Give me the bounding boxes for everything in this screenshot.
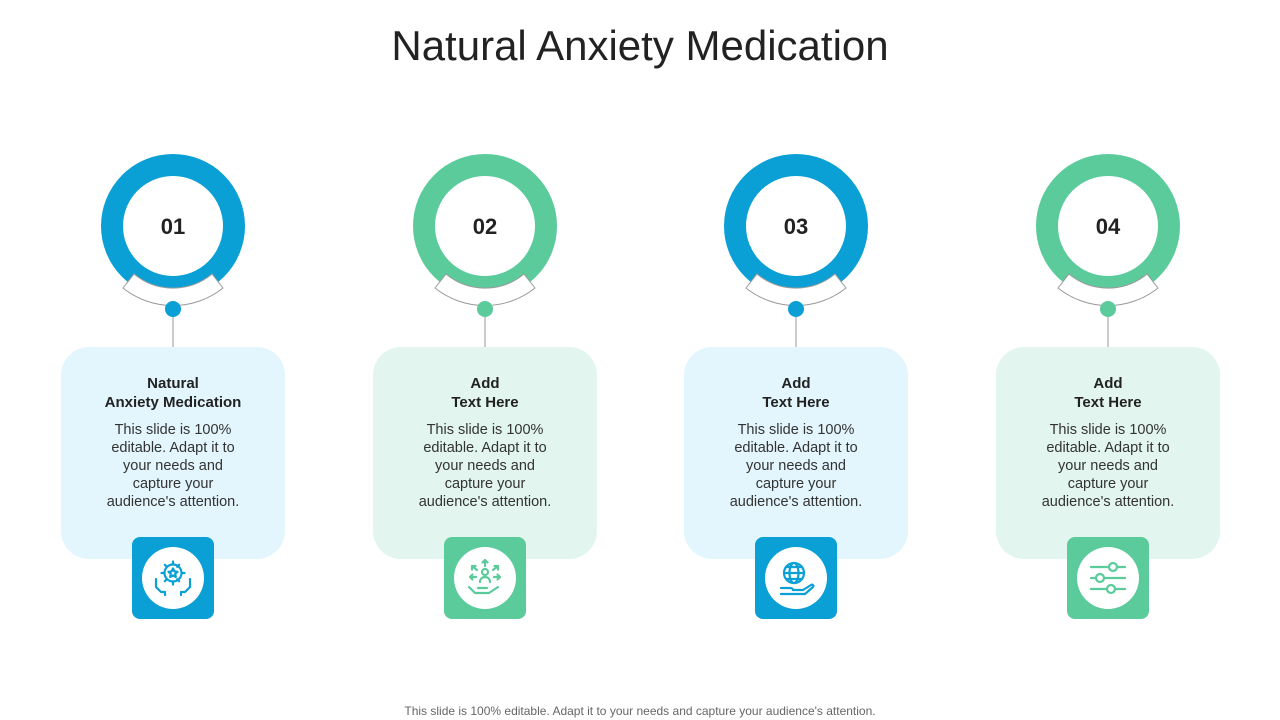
- step-1: 01 Natural Anxiety Medication This slide…: [61, 150, 285, 622]
- step-card: Add Text Here This slide is 100% editabl…: [996, 347, 1220, 559]
- icon-tile: [132, 537, 214, 619]
- icon-tile: [755, 537, 837, 619]
- icon-tile: [1067, 537, 1149, 619]
- step-heading: Add Text Here: [1074, 375, 1142, 411]
- sliders-icon: [1089, 561, 1127, 595]
- step-description: This slide is 100% editable. Adapt it to…: [418, 422, 552, 510]
- footer-note: This slide is 100% editable. Adapt it to…: [404, 704, 876, 718]
- number-ring: 01: [101, 154, 245, 347]
- step-description: This slide is 100% editable. Adapt it to…: [1041, 422, 1175, 510]
- step-card: Add Text Here This slide is 100% editabl…: [373, 347, 597, 559]
- number-ring: 03: [724, 154, 868, 347]
- step-card: Natural Anxiety Medication This slide is…: [61, 347, 285, 559]
- step-heading: Natural Anxiety Medication: [104, 375, 242, 411]
- step-description: This slide is 100% editable. Adapt it to…: [106, 422, 240, 510]
- step-number: 01: [161, 214, 185, 239]
- hand-person-arrows-icon: [467, 558, 502, 595]
- step-3: 03 Add Text Here This slide is 100% edit…: [684, 150, 908, 622]
- step-number: 02: [473, 214, 497, 239]
- number-ring: 04: [1036, 154, 1180, 347]
- step-number: 04: [1096, 214, 1121, 239]
- hand-globe-icon: [779, 561, 815, 596]
- number-ring: 02: [413, 154, 557, 347]
- step-heading: Add Text Here: [762, 375, 830, 411]
- step-card: Add Text Here This slide is 100% editabl…: [684, 347, 908, 559]
- slide-title: Natural Anxiety Medication: [391, 22, 889, 69]
- hands-gear-star-icon: [154, 560, 192, 597]
- step-4: 04 Add Text Here This slide is 100% edit…: [996, 150, 1220, 622]
- icon-tile: [444, 537, 526, 619]
- step-number: 03: [784, 214, 808, 239]
- step-description: This slide is 100% editable. Adapt it to…: [729, 422, 863, 510]
- step-2: 02 Add Text Here This slide is 100% edit…: [373, 150, 597, 622]
- step-heading: Add Text Here: [451, 375, 519, 411]
